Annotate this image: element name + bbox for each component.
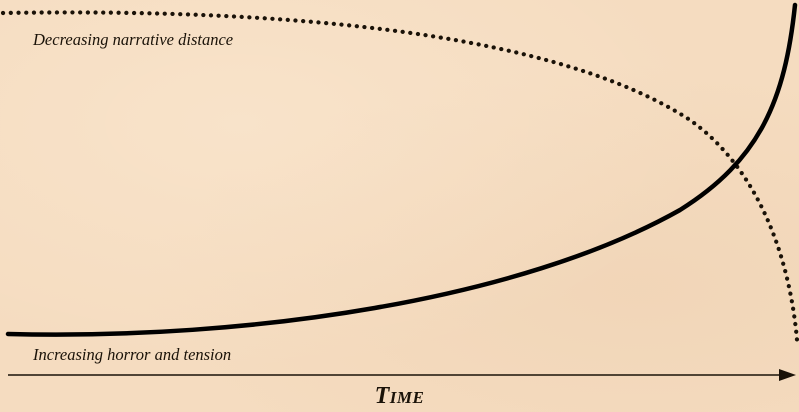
time-axis-label: Time [374,383,425,409]
narrative-distance-curve [0,10,799,343]
time-axis-arrowhead [779,369,796,381]
horror-tension-curve [5,2,798,337]
horror-caption: Increasing horror and tension [33,345,232,364]
distance-caption: Decreasing narrative distance [33,30,234,49]
